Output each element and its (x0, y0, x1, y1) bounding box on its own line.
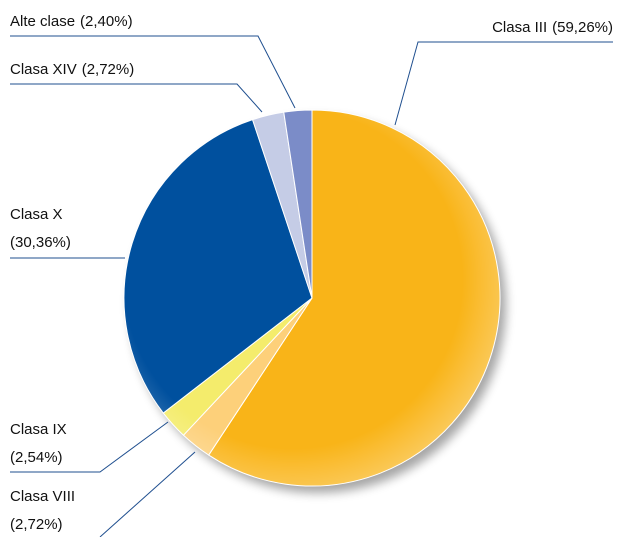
slice-label: Clasa III (59,26%) (492, 19, 613, 36)
leader-line (10, 83, 263, 113)
leader-line (10, 35, 296, 109)
label-name: Clasa XIV (10, 61, 77, 78)
leader-line (10, 421, 169, 473)
label-name: Clasa IX (10, 421, 67, 438)
slice-label: Clasa VIII (2,72%) (10, 488, 75, 533)
label-value: (2,72%) (10, 516, 63, 533)
slices (123, 109, 501, 487)
labels: Clasa III (59,26%)Clasa VIII (2,72%)Clasa … (10, 13, 613, 537)
slice-label: Clasa X (30,36%) (10, 206, 71, 251)
leader-line (394, 41, 613, 126)
label-name: Clasa VIII (10, 488, 75, 505)
label-name: Alte clase (10, 13, 75, 30)
label-name: Clasa III (492, 19, 547, 36)
leader-line (99, 451, 196, 537)
label-value: (30,36%) (10, 234, 71, 251)
slice-label: Clasa XIV (2,72%) (10, 61, 134, 78)
label-value: (2,40%) (80, 13, 133, 30)
slice-label: Clasa IX (2,54%) (10, 421, 67, 466)
label-value: (2,54%) (10, 449, 63, 466)
slice-label: Alte clase (2,40%) (10, 13, 133, 30)
label-name: Clasa X (10, 206, 63, 223)
label-value: (59,26%) (552, 19, 613, 36)
label-value: (2,72%) (82, 61, 135, 78)
